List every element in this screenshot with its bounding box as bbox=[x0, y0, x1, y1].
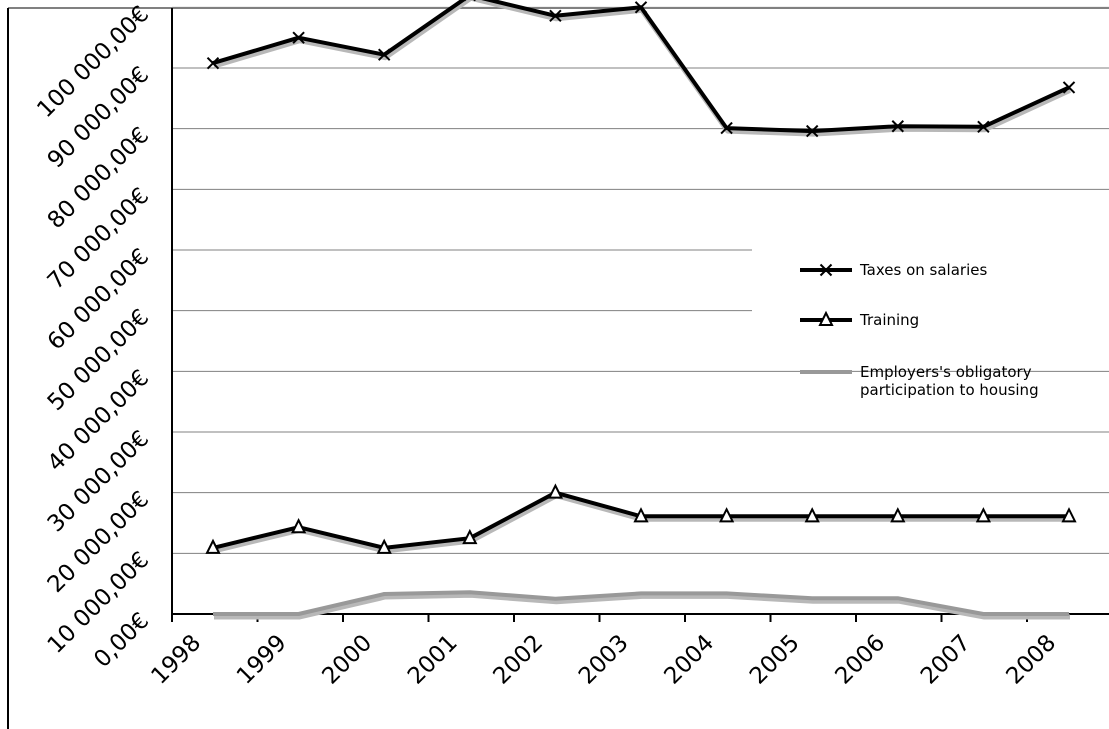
x-tick-label: 2008 bbox=[1001, 630, 1061, 690]
data-point-taxes bbox=[292, 31, 305, 44]
data-point-taxes bbox=[805, 124, 819, 138]
data-point-taxes bbox=[891, 120, 905, 133]
series-line-2 bbox=[213, 590, 1069, 616]
legend-marker-stroke bbox=[819, 263, 833, 277]
x-marker-stroke bbox=[634, 1, 648, 14]
x-tick-label: 1999 bbox=[232, 630, 292, 690]
legend-marker-triangle bbox=[818, 310, 834, 326]
data-point-training bbox=[205, 538, 221, 554]
x-tick-label: 2002 bbox=[488, 630, 548, 690]
data-point-training bbox=[975, 507, 992, 523]
series-shadow-1 bbox=[213, 493, 1070, 554]
legend-label-2: participation to housing bbox=[860, 381, 1039, 399]
x-tick-label: 2004 bbox=[659, 630, 719, 690]
series-shadow-0 bbox=[213, 0, 1072, 137]
data-point-training bbox=[376, 538, 392, 554]
legend-label-1: Training bbox=[859, 311, 919, 329]
legend-label-0: Taxes on salaries bbox=[859, 261, 987, 279]
x-tick-label: 2005 bbox=[745, 630, 805, 690]
data-point-taxes bbox=[206, 56, 220, 70]
x-marker-stroke bbox=[720, 121, 733, 135]
x-marker-stroke bbox=[977, 120, 990, 134]
x-marker-stroke bbox=[1062, 81, 1076, 94]
series-shadow-2 bbox=[214, 592, 1070, 620]
data-point-training bbox=[290, 518, 307, 534]
x-marker-stroke bbox=[377, 48, 391, 61]
x-marker-stroke bbox=[206, 56, 220, 70]
x-marker-stroke bbox=[549, 9, 562, 23]
x-tick-label: 2006 bbox=[830, 630, 890, 690]
x-marker-stroke bbox=[805, 124, 819, 138]
x-tick-label: 2003 bbox=[574, 630, 634, 690]
data-point-taxes bbox=[377, 48, 391, 61]
data-point-training bbox=[804, 507, 820, 523]
data-point-taxes bbox=[977, 120, 990, 134]
data-point-training bbox=[633, 507, 649, 523]
data-point-training bbox=[547, 483, 564, 499]
x-tick-label: 1998 bbox=[146, 630, 206, 690]
data-point-taxes bbox=[634, 1, 648, 14]
data-point-taxes bbox=[1062, 81, 1076, 94]
data-point-training bbox=[718, 507, 735, 523]
data-point-training bbox=[1061, 507, 1077, 523]
data-point-taxes bbox=[720, 121, 733, 135]
legend-label-2: Employers's obligatory bbox=[860, 363, 1032, 381]
x-tick-label: 2007 bbox=[916, 630, 976, 690]
data-point-training bbox=[890, 507, 906, 523]
x-tick-label: 2000 bbox=[317, 630, 377, 690]
series-line-0 bbox=[212, 0, 1070, 134]
x-marker-stroke bbox=[891, 120, 905, 133]
data-point-taxes bbox=[549, 9, 562, 23]
legend-marker-x bbox=[819, 263, 833, 277]
data-point-training bbox=[462, 528, 478, 545]
x-marker-stroke bbox=[292, 31, 305, 44]
x-tick-label: 2001 bbox=[403, 630, 463, 690]
